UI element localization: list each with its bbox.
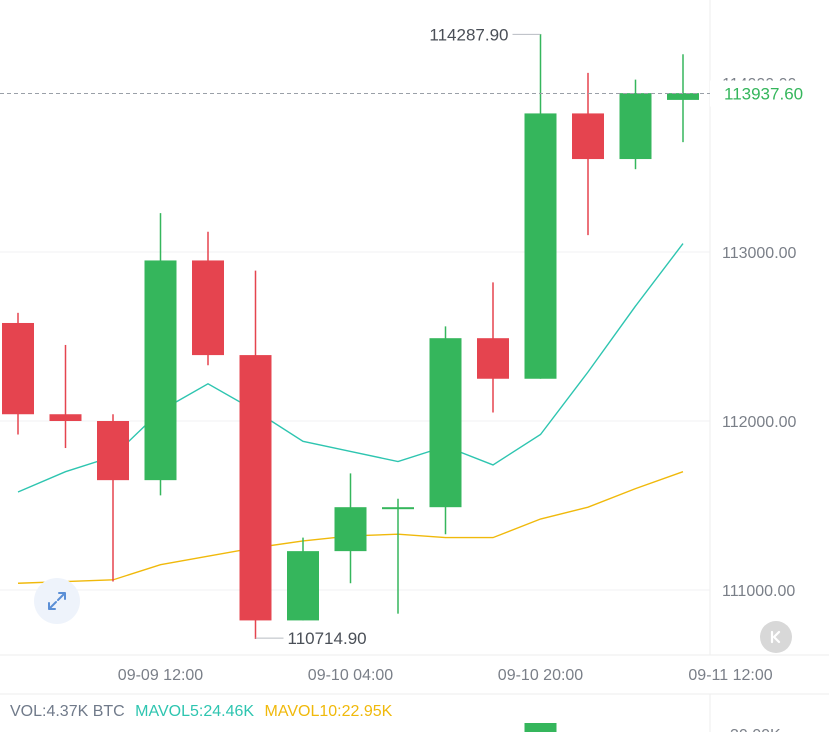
expand-button[interactable] xyxy=(34,578,80,624)
y-tick-label: 111000.00 xyxy=(722,583,795,600)
expand-icon xyxy=(48,592,66,610)
x-tick-label: 09-11 12:00 xyxy=(688,667,772,684)
current-price-tag-bg xyxy=(710,80,829,107)
x-tick-label: 09-10 20:00 xyxy=(498,667,584,684)
y-tick-label: 113000.00 xyxy=(722,245,797,262)
candle-body xyxy=(382,507,414,510)
candle-body xyxy=(334,507,367,552)
mavol5-value: MAVOL5:24.46K xyxy=(135,703,255,720)
x-tick-label: 09-10 04:00 xyxy=(308,667,394,684)
candle-body xyxy=(572,113,604,160)
vol-value: VOL:4.37K BTC xyxy=(10,703,125,720)
low-price-label: 110714.90 xyxy=(288,629,367,648)
y-tick-label: 112000.00 xyxy=(722,414,797,431)
volume-bar xyxy=(524,723,557,732)
candle-body xyxy=(619,93,652,160)
current-price-label: 113937.60 xyxy=(724,85,803,104)
candle-body xyxy=(192,260,224,356)
candle-body xyxy=(97,421,129,481)
candle-body xyxy=(524,113,557,379)
candle-body xyxy=(429,338,462,508)
candle-body xyxy=(477,338,509,379)
back-to-latest-button[interactable] xyxy=(760,621,792,653)
candle-body xyxy=(667,93,699,100)
volume-legend: VOL:4.37K BTC MAVOL5:24.46K MAVOL10:22.9… xyxy=(10,703,398,721)
mavol10-value: MAVOL10:22.95K xyxy=(264,703,393,720)
candle-body xyxy=(2,322,34,415)
candle-body xyxy=(49,414,82,421)
candle-body xyxy=(287,551,319,621)
x-tick-label: 09-09 12:00 xyxy=(118,667,204,684)
volume-axis-label: 30.00K xyxy=(730,727,781,732)
candle-body xyxy=(144,260,177,481)
candle-body xyxy=(239,355,272,621)
back-to-latest-icon xyxy=(770,630,781,644)
high-price-label: 114287.90 xyxy=(429,25,508,44)
